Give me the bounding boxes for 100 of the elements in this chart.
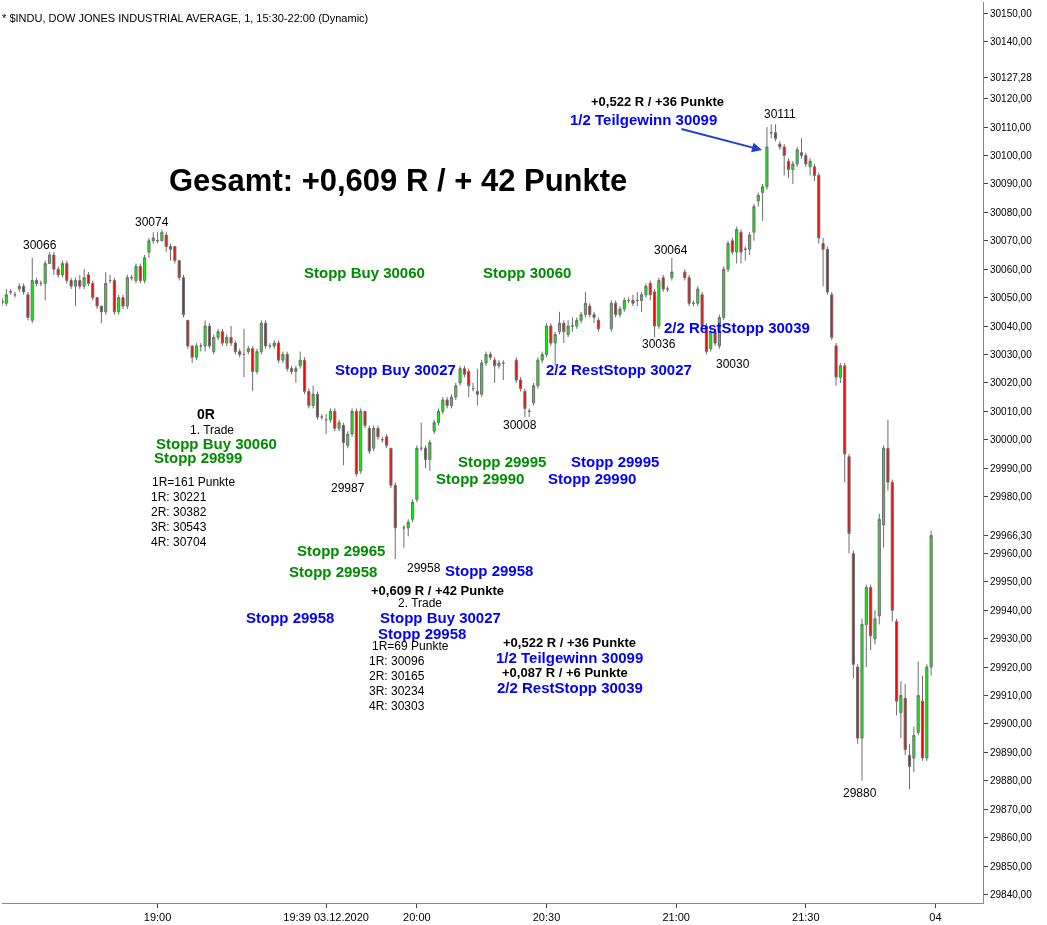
y-tick-label: 29890,00 bbox=[990, 746, 1033, 758]
y-tick-label: 30150,00 bbox=[990, 7, 1033, 19]
y-tick-label: 29990,00 bbox=[990, 462, 1033, 474]
candlestick bbox=[622, 297, 626, 313]
candlestick bbox=[752, 203, 756, 242]
candlestick bbox=[324, 413, 328, 435]
annotation: 30074 bbox=[135, 215, 169, 229]
y-tick-label: 29980,00 bbox=[990, 491, 1033, 503]
x-tick-label: 19:00 bbox=[143, 911, 172, 924]
y-tick-label: 30120,00 bbox=[990, 93, 1033, 105]
y-tick-label: 29900,00 bbox=[990, 718, 1033, 730]
annotation: 2R: 30382 bbox=[151, 505, 207, 519]
y-tick-label: 29950,00 bbox=[990, 576, 1033, 588]
candlestick bbox=[834, 342, 838, 387]
candlestick bbox=[4, 288, 8, 307]
candlestick bbox=[385, 433, 389, 449]
candlestick bbox=[17, 282, 21, 293]
candlestick bbox=[739, 228, 743, 264]
candlestick bbox=[143, 254, 147, 284]
y-tick-label: 29860,00 bbox=[990, 832, 1033, 844]
y-tick-label: 30050,00 bbox=[990, 292, 1033, 304]
annotation: Stopp 29958 bbox=[378, 625, 467, 642]
candlestick bbox=[13, 291, 17, 299]
y-tick-label: 29966,30 bbox=[990, 529, 1033, 541]
candlestick bbox=[134, 262, 138, 284]
y-tick-label: 30030,00 bbox=[990, 348, 1033, 360]
annotation: 4R: 30704 bbox=[151, 535, 207, 549]
annotation: 30036 bbox=[642, 337, 676, 351]
annotation: +0,522 R / +36 Punkte bbox=[591, 94, 724, 109]
y-tick-label: 29870,00 bbox=[990, 803, 1033, 815]
candlestick bbox=[406, 518, 410, 537]
candlestick bbox=[354, 407, 358, 478]
annotation: 2R: 30165 bbox=[369, 669, 425, 683]
y-tick-label: 29940,00 bbox=[990, 604, 1033, 616]
candlestick bbox=[467, 368, 471, 398]
candlestick bbox=[207, 322, 211, 350]
annotation: Stopp 29965 bbox=[297, 542, 386, 559]
candlestick bbox=[769, 123, 773, 139]
candlestick bbox=[782, 143, 786, 176]
candlestick bbox=[367, 425, 371, 455]
candlestick bbox=[631, 294, 635, 307]
y-tick-label: 30010,00 bbox=[990, 405, 1033, 417]
candlestick bbox=[501, 359, 505, 381]
candlestick bbox=[341, 422, 345, 466]
y-tick-label: 30060,00 bbox=[990, 263, 1033, 275]
annotation: Stopp 29995 bbox=[571, 453, 660, 470]
candlestick bbox=[251, 345, 255, 392]
candlestick bbox=[294, 365, 298, 384]
candlestick bbox=[851, 550, 855, 679]
annotation: +0,609 R / +42 Punkte bbox=[371, 583, 504, 598]
candlestick bbox=[112, 277, 116, 316]
annotation: 30008 bbox=[503, 418, 537, 432]
candlestick bbox=[748, 231, 752, 256]
annotation: Stopp Buy 30027 bbox=[380, 609, 501, 626]
y-tick-label: 30020,00 bbox=[990, 377, 1033, 389]
annotation: Stopp 29958 bbox=[289, 563, 378, 580]
candlestick bbox=[372, 425, 376, 452]
annotation: 30066 bbox=[23, 238, 57, 252]
y-tick-label: 29850,00 bbox=[990, 860, 1033, 872]
y-tick-label: 30100,00 bbox=[990, 149, 1033, 161]
candlestick bbox=[30, 257, 34, 324]
annotation: Stopp 29990 bbox=[436, 470, 525, 487]
candlestick bbox=[458, 365, 462, 387]
candlestick bbox=[843, 362, 847, 483]
candlestick bbox=[22, 282, 26, 296]
x-tick-label: 21:30 bbox=[792, 911, 820, 924]
annotation: 29958 bbox=[407, 561, 441, 575]
candlestick bbox=[903, 683, 907, 756]
y-tick-label: 29840,00 bbox=[990, 888, 1033, 900]
candlestick bbox=[735, 226, 739, 264]
y-tick-label: 30090,00 bbox=[990, 178, 1033, 190]
candlestick bbox=[333, 407, 337, 432]
y-tick-label: 30080,00 bbox=[990, 206, 1033, 218]
x-tick-label: 21:00 bbox=[662, 911, 690, 924]
annotation: 30111 bbox=[764, 107, 796, 121]
y-tick-label: 29960,00 bbox=[990, 547, 1033, 559]
annotation: 0R bbox=[197, 406, 215, 422]
y-tick-label: 30040,00 bbox=[990, 320, 1033, 332]
annotation: Stopp 29958 bbox=[445, 562, 534, 579]
candlestick bbox=[493, 356, 497, 384]
candlestick bbox=[635, 291, 639, 307]
candlestick bbox=[315, 390, 320, 421]
annotation: 1/2 Teilgewinn 30099 bbox=[570, 111, 718, 128]
annotation: +0,087 R / +6 Punkte bbox=[502, 665, 628, 680]
candlestick bbox=[268, 342, 272, 350]
candlestick bbox=[277, 339, 281, 364]
candlestick bbox=[570, 316, 575, 333]
candlestick bbox=[596, 316, 600, 333]
candlestick bbox=[774, 123, 778, 142]
annotation: Stopp Buy 30060 bbox=[156, 435, 277, 452]
annotation: 1. Trade bbox=[190, 423, 235, 437]
candlestick bbox=[575, 316, 579, 330]
candlestick bbox=[60, 260, 65, 279]
y-tick-label: 29930,00 bbox=[990, 633, 1033, 645]
annotation: 3R: 30234 bbox=[369, 684, 425, 698]
y-tick-label: 30070,00 bbox=[990, 235, 1033, 247]
candlestick bbox=[285, 351, 289, 372]
annotation: Gesamt: +0,609 R / + 42 Punkte bbox=[169, 163, 628, 198]
annotation: 29987 bbox=[331, 481, 365, 495]
y-tick-label: 30140,00 bbox=[990, 36, 1033, 48]
